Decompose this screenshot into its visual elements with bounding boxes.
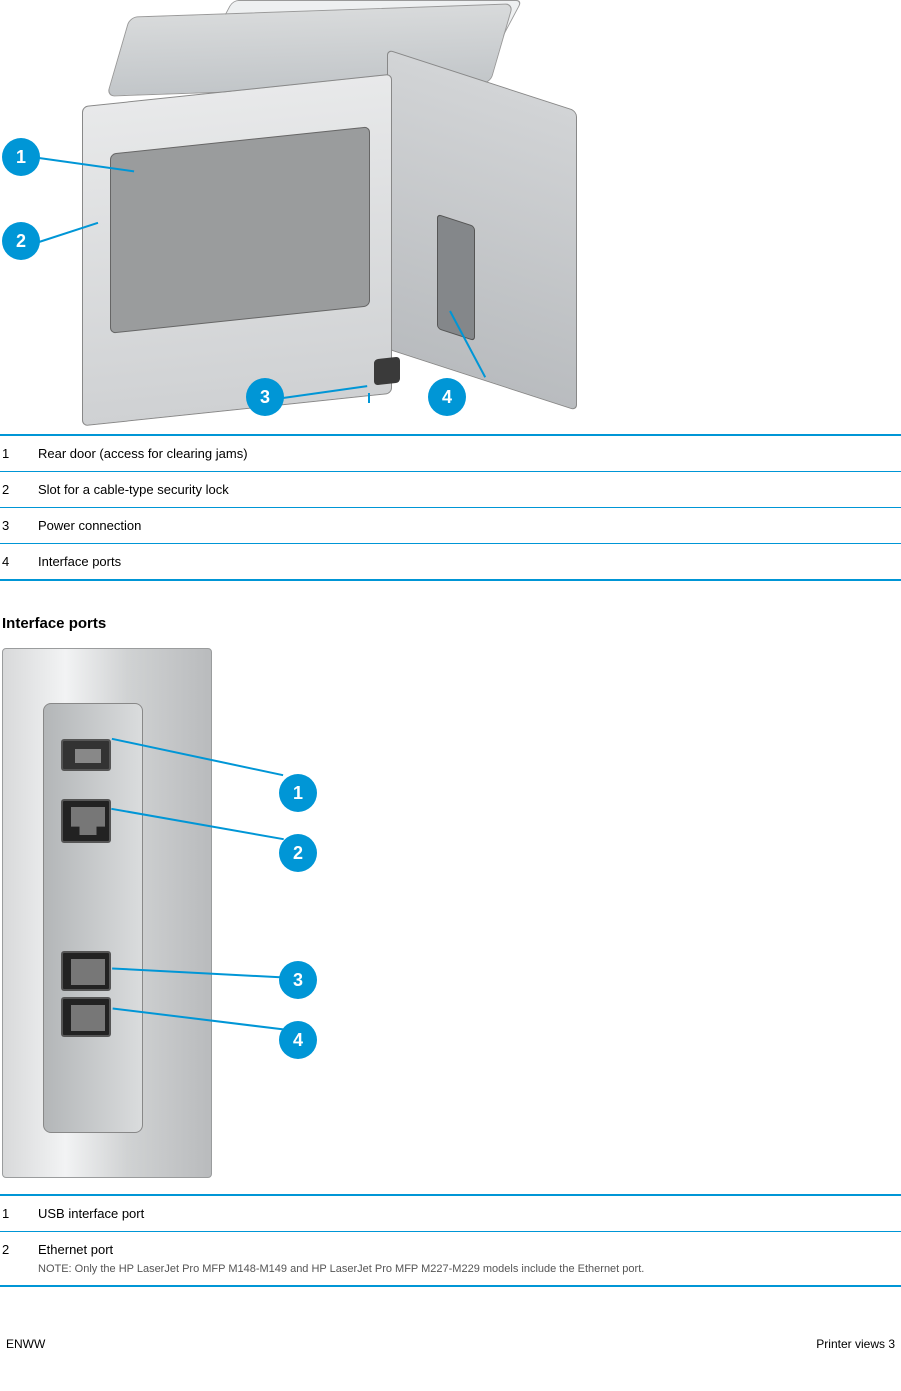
callout2-1-num: 1 [293, 783, 303, 804]
callout2-4-num: 4 [293, 1030, 303, 1051]
row-desc-text: Ethernet port [38, 1242, 113, 1257]
footer-left: ENWW [6, 1337, 45, 1351]
row-num: 4 [0, 544, 36, 581]
rear-view-table: 1 Rear door (access for clearing jams) 2… [0, 434, 901, 581]
table-row: 1 Rear door (access for clearing jams) [0, 435, 901, 472]
row-desc: Ethernet port NOTE: Only the HP LaserJet… [36, 1232, 901, 1287]
callout-4: 4 [428, 378, 466, 416]
row-desc: USB interface port [36, 1195, 901, 1232]
callout-3-num: 3 [260, 387, 270, 408]
interface-ports-figure: 1 2 3 4 [0, 648, 901, 1188]
callout-2-num: 2 [16, 231, 26, 252]
row-num: 2 [0, 1232, 36, 1287]
callout2-1: 1 [279, 774, 317, 812]
leader-3v [368, 393, 370, 403]
row-desc: Power connection [36, 508, 901, 544]
table-row: 2 Slot for a cable-type security lock [0, 472, 901, 508]
row-num: 1 [0, 435, 36, 472]
row-desc: Interface ports [36, 544, 901, 581]
table-row: 2 Ethernet port NOTE: Only the HP LaserJ… [0, 1232, 901, 1287]
row-num: 1 [0, 1195, 36, 1232]
page-footer: ENWW Printer views 3 [0, 1337, 901, 1351]
ethernet-port-shape [61, 799, 111, 843]
usb-port-shape [61, 739, 111, 771]
callout2-2: 2 [279, 834, 317, 872]
callout2-3: 3 [279, 961, 317, 999]
callout-1: 1 [2, 138, 40, 176]
callout-1-num: 1 [16, 147, 26, 168]
row-desc: Rear door (access for clearing jams) [36, 435, 901, 472]
printer-rear-figure: 1 2 3 4 [0, 0, 901, 428]
callout2-3-num: 3 [293, 970, 303, 991]
table-row: 1 USB interface port [0, 1195, 901, 1232]
fax-port-2-shape [61, 997, 111, 1037]
callout2-4: 4 [279, 1021, 317, 1059]
callout-2: 2 [2, 222, 40, 260]
row-num: 2 [0, 472, 36, 508]
interface-ports-table: 1 USB interface port 2 Ethernet port NOT… [0, 1194, 901, 1287]
footer-right: Printer views 3 [816, 1337, 895, 1351]
callout-4-num: 4 [442, 387, 452, 408]
table-row: 4 Interface ports [0, 544, 901, 581]
ports-panel-illustration [2, 648, 212, 1178]
row-num: 3 [0, 508, 36, 544]
row-desc: Slot for a cable-type security lock [36, 472, 901, 508]
callout2-2-num: 2 [293, 843, 303, 864]
callout-3: 3 [246, 378, 284, 416]
interface-ports-heading: Interface ports [2, 615, 901, 632]
table-row: 3 Power connection [0, 508, 901, 544]
row-note: NOTE: Only the HP LaserJet Pro MFP M148-… [38, 1257, 895, 1275]
fax-port-1-shape [61, 951, 111, 991]
printer-rear-illustration [82, 0, 582, 420]
